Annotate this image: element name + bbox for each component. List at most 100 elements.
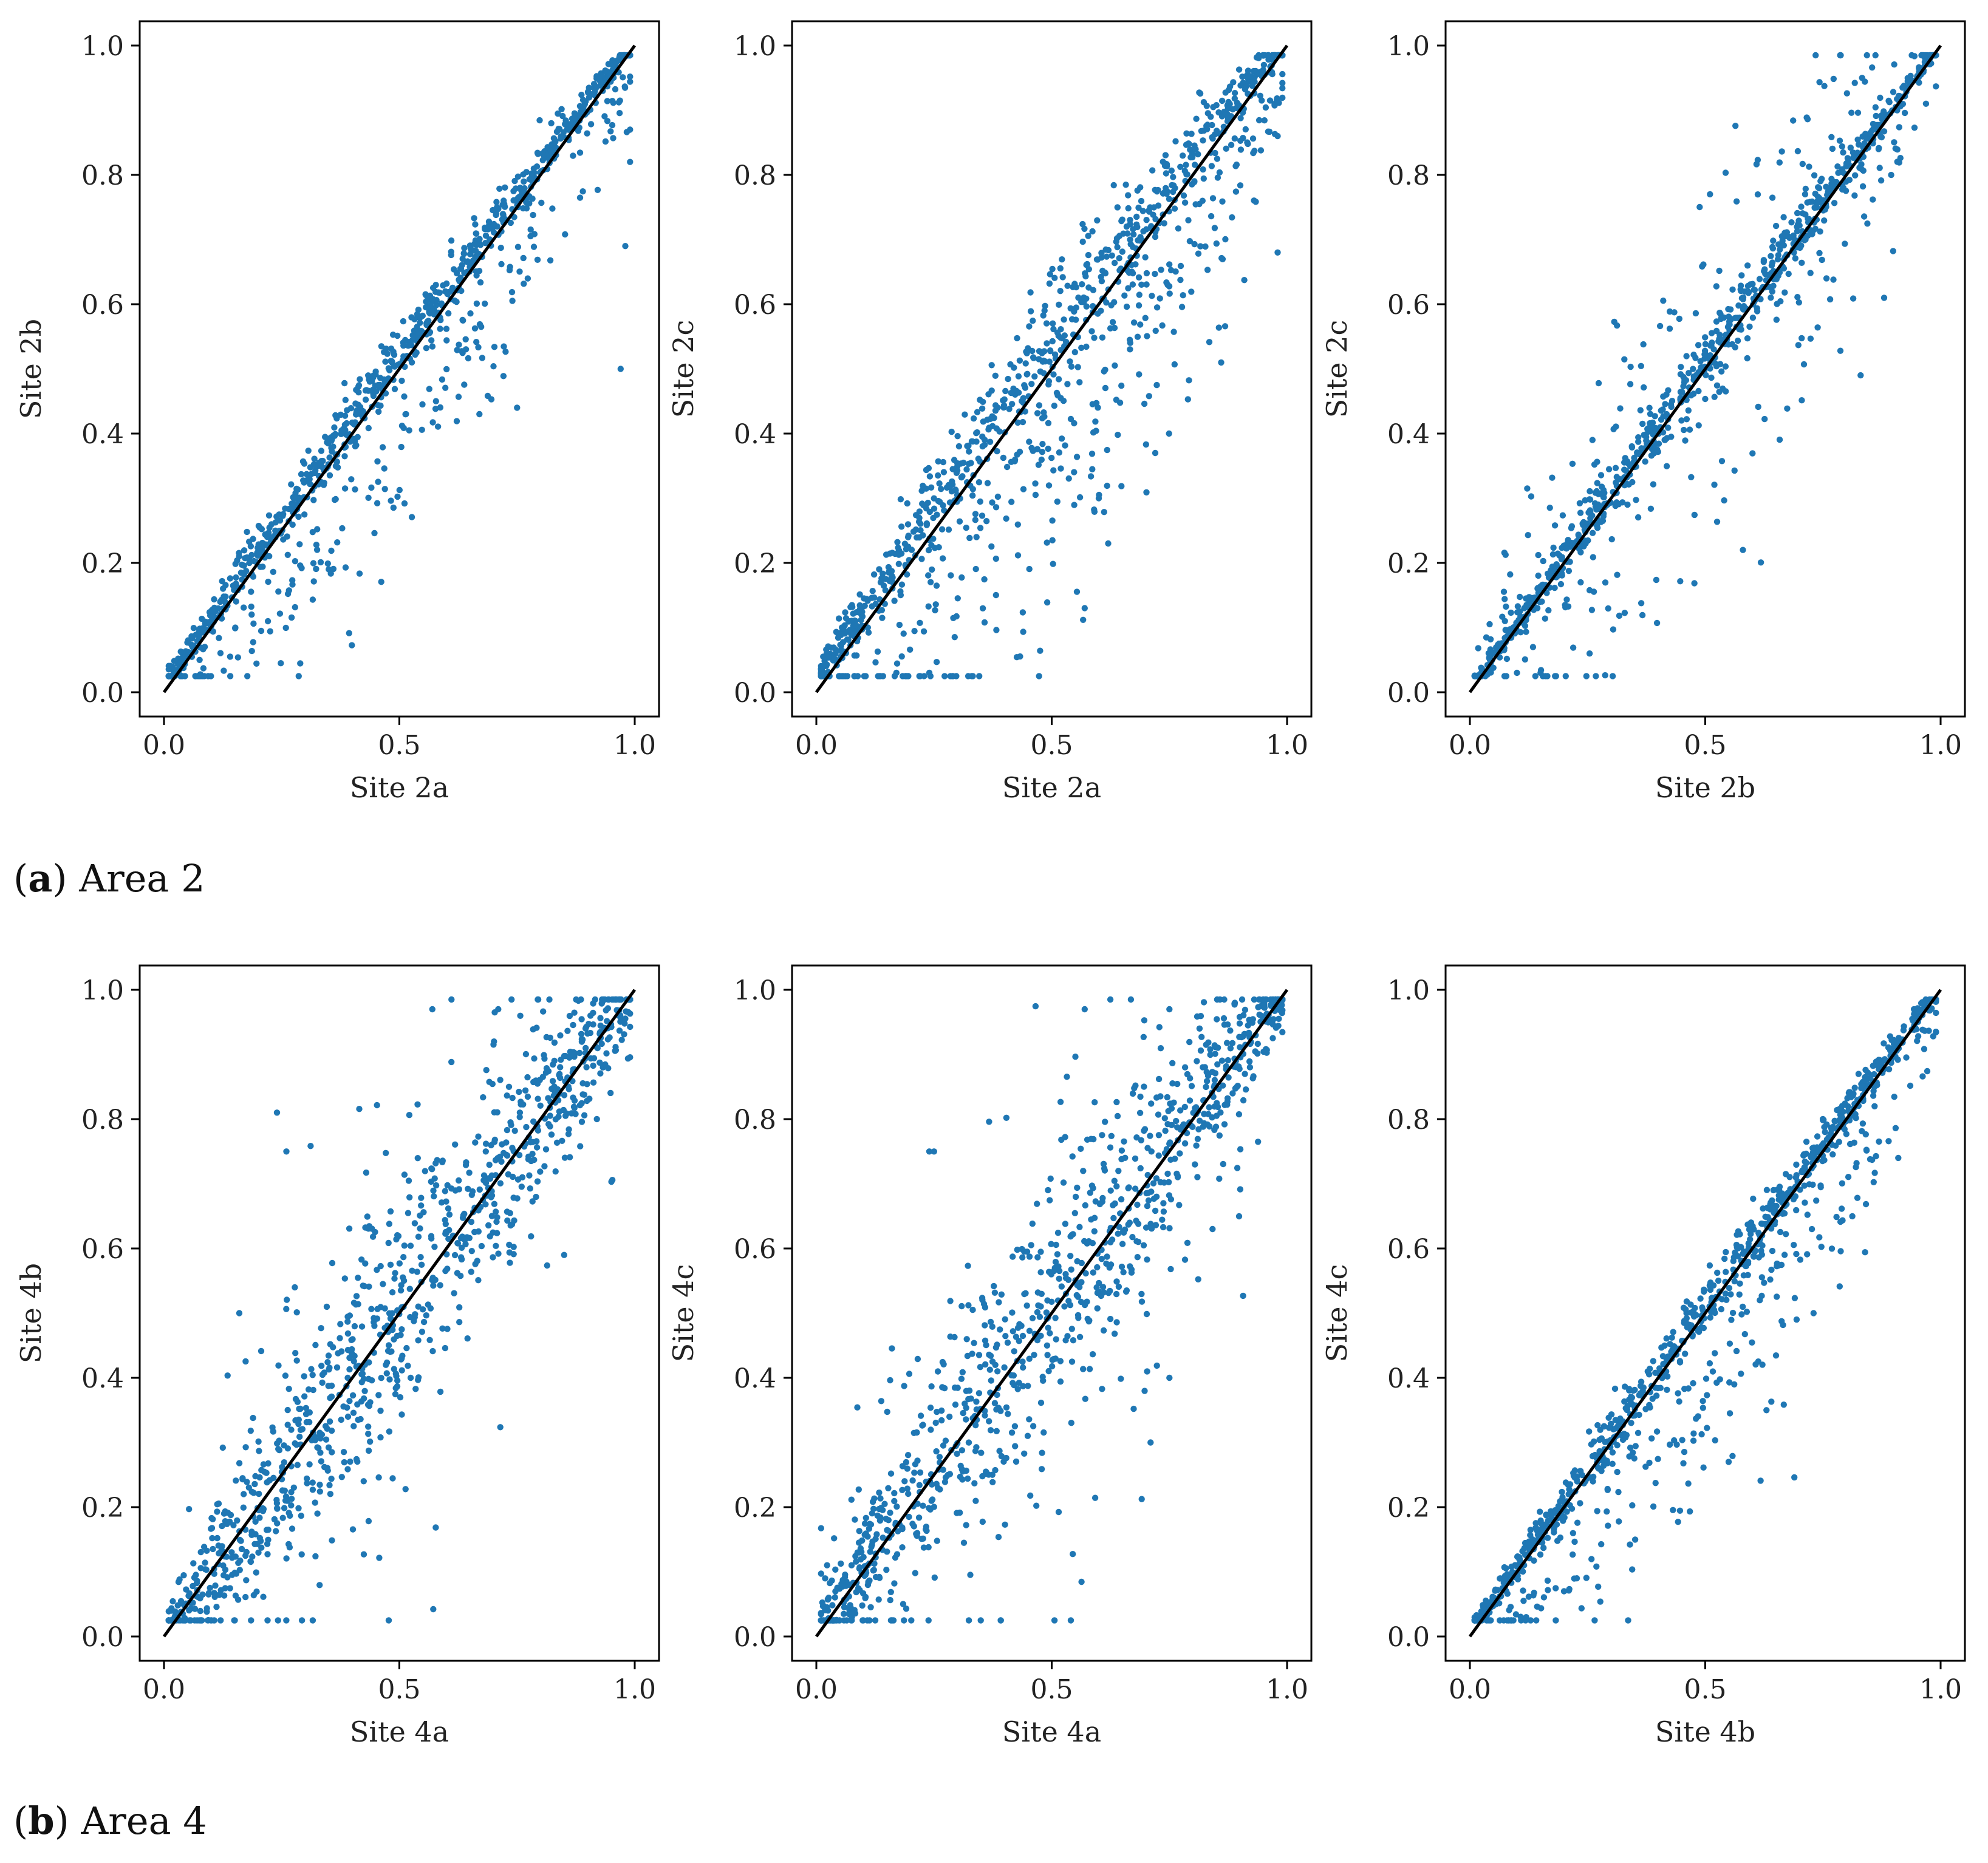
data-point xyxy=(1588,607,1596,613)
data-point xyxy=(1122,182,1129,188)
data-point xyxy=(1115,1230,1121,1237)
data-point xyxy=(249,1553,256,1560)
data-point xyxy=(283,1148,290,1155)
data-point xyxy=(401,393,408,400)
data-point xyxy=(457,265,464,272)
data-point xyxy=(1218,97,1226,104)
data-point xyxy=(1081,605,1088,611)
data-point xyxy=(431,1175,438,1182)
data-point xyxy=(1501,618,1508,624)
data-point xyxy=(1083,343,1090,350)
data-point xyxy=(1746,323,1753,330)
data-point xyxy=(1068,1358,1076,1365)
data-point xyxy=(1237,146,1245,153)
data-point xyxy=(453,418,460,424)
data-point xyxy=(322,434,329,440)
data-point xyxy=(1613,474,1620,480)
data-point xyxy=(1055,1508,1062,1516)
data-point xyxy=(350,1358,357,1364)
data-point xyxy=(1136,371,1143,378)
data-point xyxy=(1722,363,1729,370)
data-point xyxy=(396,1260,403,1267)
data-point xyxy=(879,1507,886,1513)
data-point xyxy=(1503,603,1509,610)
data-point xyxy=(248,647,255,655)
data-point xyxy=(825,1595,832,1601)
data-point xyxy=(1850,295,1857,302)
data-point xyxy=(1901,84,1908,90)
data-point xyxy=(378,579,384,585)
data-point xyxy=(1116,400,1124,406)
data-point xyxy=(394,1377,401,1384)
data-point xyxy=(1056,1275,1062,1282)
data-point xyxy=(1019,609,1026,616)
data-point xyxy=(949,466,956,472)
data-point xyxy=(484,392,491,400)
data-point xyxy=(328,1382,335,1389)
data-point xyxy=(392,1391,399,1398)
data-point xyxy=(292,1350,299,1357)
data-point xyxy=(852,1610,859,1617)
data-point xyxy=(1152,233,1159,240)
data-point xyxy=(400,318,407,325)
data-point xyxy=(496,185,503,192)
data-point xyxy=(1045,1324,1051,1331)
data-point xyxy=(534,1178,541,1185)
data-point xyxy=(316,1481,323,1488)
data-point xyxy=(328,1476,335,1482)
data-point xyxy=(1155,1132,1163,1139)
data-point xyxy=(540,1008,547,1015)
data-point xyxy=(514,1195,521,1202)
data-point xyxy=(875,1596,882,1603)
data-point xyxy=(1049,338,1056,345)
data-point xyxy=(418,426,425,433)
data-point xyxy=(241,604,247,611)
data-point xyxy=(437,325,443,332)
data-point xyxy=(219,1522,225,1530)
data-point xyxy=(232,624,239,631)
data-point xyxy=(926,473,934,480)
data-point xyxy=(1002,1521,1008,1528)
data-point xyxy=(250,639,256,645)
data-point xyxy=(1549,551,1557,558)
data-point xyxy=(1642,458,1648,465)
data-point xyxy=(594,186,601,193)
data-point xyxy=(904,521,912,528)
data-point xyxy=(557,135,564,142)
data-point xyxy=(1037,1248,1044,1255)
data-point xyxy=(374,1102,380,1109)
data-point xyxy=(1129,281,1136,288)
data-point xyxy=(211,596,217,603)
data-point xyxy=(1138,1137,1145,1144)
data-point xyxy=(411,1220,418,1227)
data-point xyxy=(1656,322,1664,330)
data-point xyxy=(258,1347,265,1355)
data-point xyxy=(1104,482,1110,489)
data-point xyxy=(385,365,392,372)
data-point xyxy=(1876,145,1882,151)
data-point xyxy=(1250,149,1257,157)
data-point xyxy=(1591,500,1599,507)
data-point xyxy=(258,1466,265,1474)
data-point xyxy=(502,349,509,355)
data-point xyxy=(504,1217,511,1224)
data-point xyxy=(255,1549,262,1556)
data-point xyxy=(523,1123,530,1131)
data-point xyxy=(841,1610,847,1617)
data-point xyxy=(888,568,895,574)
data-point xyxy=(561,1154,569,1161)
data-point xyxy=(1683,353,1690,359)
data-point xyxy=(303,1419,310,1426)
data-point xyxy=(1088,1182,1096,1189)
data-point xyxy=(1756,276,1763,282)
data-point xyxy=(880,673,887,679)
data-point xyxy=(211,1570,217,1577)
data-point xyxy=(420,1209,427,1216)
data-point xyxy=(842,609,849,616)
data-point xyxy=(318,1363,325,1369)
data-point xyxy=(1235,102,1243,109)
x-tick-label: 0.0 xyxy=(795,730,838,761)
data-point xyxy=(342,564,349,571)
data-point xyxy=(412,1311,418,1318)
data-point xyxy=(545,1095,552,1102)
